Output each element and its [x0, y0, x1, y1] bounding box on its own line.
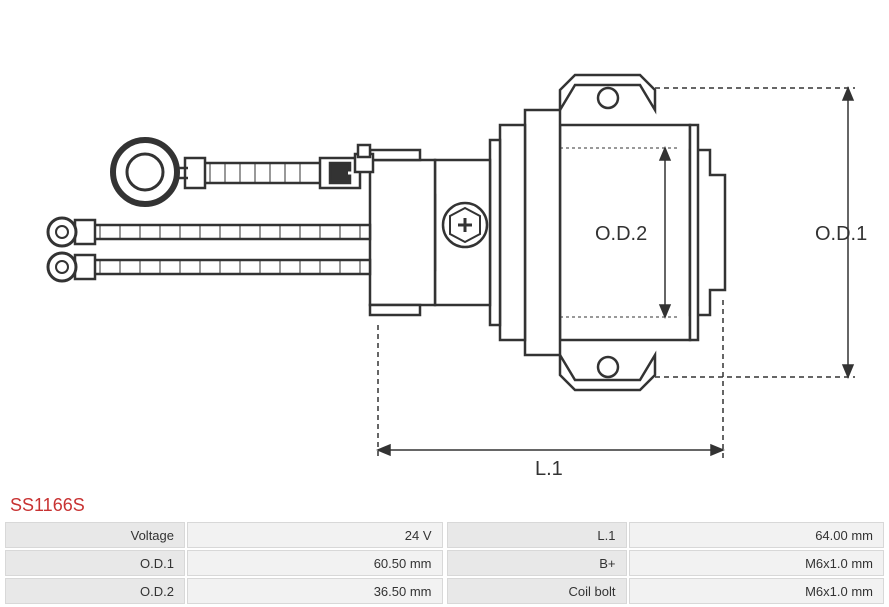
spec-row: L.1 64.00 mm — [447, 522, 885, 548]
spec-value: 24 V — [187, 522, 443, 548]
dim-label-od1: O.D.1 — [815, 223, 867, 245]
spec-table: Voltage 24 V O.D.1 60.50 mm O.D.2 36.50 … — [5, 522, 884, 604]
spec-row: O.D.1 60.50 mm — [5, 550, 443, 576]
spec-row: Voltage 24 V — [5, 522, 443, 548]
technical-diagram: O.D.1 O.D.2 L.1 — [0, 0, 889, 490]
spec-label: O.D.2 — [5, 578, 185, 604]
spec-value: 36.50 mm — [187, 578, 443, 604]
spec-label: L.1 — [447, 522, 627, 548]
spec-row: B+ M6x1.0 mm — [447, 550, 885, 576]
spec-value: 60.50 mm — [187, 550, 443, 576]
spec-row: Coil bolt M6x1.0 mm — [447, 578, 885, 604]
spec-row: O.D.2 36.50 mm — [5, 578, 443, 604]
dim-label-l1: L.1 — [535, 458, 563, 480]
spec-label: O.D.1 — [5, 550, 185, 576]
spec-value: M6x1.0 mm — [629, 578, 885, 604]
spec-label: Voltage — [5, 522, 185, 548]
spec-label: B+ — [447, 550, 627, 576]
spec-label: Coil bolt — [447, 578, 627, 604]
part-number: SS1166S — [10, 495, 85, 516]
dim-label-od2: O.D.2 — [595, 223, 647, 245]
spec-value: M6x1.0 mm — [629, 550, 885, 576]
spec-value: 64.00 mm — [629, 522, 885, 548]
